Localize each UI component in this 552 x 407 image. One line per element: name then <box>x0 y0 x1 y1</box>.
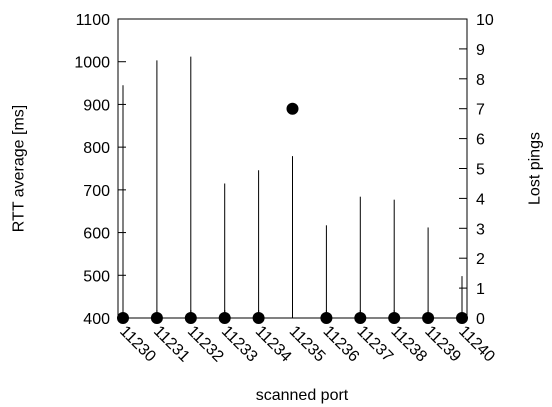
y-tick-label: 400 <box>83 311 110 328</box>
y-tick-label: 700 <box>83 183 110 200</box>
x-tick-label: 11234 <box>252 323 295 366</box>
y2-tick-label: 2 <box>476 251 485 268</box>
lost-pings-point <box>286 102 299 115</box>
y-tick-label: 800 <box>83 140 110 157</box>
y2-axis-title: Lost pings <box>527 132 544 205</box>
x-tick-label: 11232 <box>184 323 227 366</box>
impulse-series <box>122 56 463 318</box>
y-tick-label: 500 <box>83 268 110 285</box>
x-tick-label: 11235 <box>286 323 329 366</box>
y-tick-label: 1100 <box>76 12 111 29</box>
x-tick-label: 11237 <box>353 323 396 366</box>
x-tick-label: 11238 <box>387 323 430 366</box>
y-axis-title: RTT average [ms] <box>11 105 28 232</box>
x-axis-title: scanned port <box>256 387 349 404</box>
y-tick-label: 1000 <box>74 55 110 72</box>
y2-tick-label: 0 <box>476 311 485 328</box>
y2-tick-label: 1 <box>476 281 485 298</box>
x-tick-label: 11230 <box>116 323 159 366</box>
x-tick-label: 11239 <box>421 323 464 366</box>
y2-tick-label: 9 <box>476 42 485 59</box>
y-tick-label: 900 <box>83 97 110 114</box>
tick-marks <box>118 18 467 319</box>
x-tick-label: 11240 <box>455 323 498 366</box>
y2-tick-label: 10 <box>476 12 494 29</box>
y2-tick-label: 7 <box>476 102 485 119</box>
y2-tick-label: 6 <box>476 132 485 149</box>
y-tick-labels: 400 500 600 700 800 900 1000 1100 <box>74 12 110 328</box>
y2-tick-label: 8 <box>476 72 485 89</box>
y2-tick-label: 5 <box>476 162 485 179</box>
x-tick-labels: 1123011231112321123311234112351123611237… <box>116 323 498 366</box>
y-tick-label: 600 <box>83 226 110 243</box>
x-tick-label: 11231 <box>150 323 193 366</box>
x-tick-label: 11233 <box>218 323 261 366</box>
y2-tick-label: 3 <box>476 221 485 238</box>
x-tick-label: 11236 <box>320 323 363 366</box>
y2-tick-label: 4 <box>476 191 485 208</box>
y2-tick-labels: 0 1 2 3 4 5 6 7 8 9 10 <box>476 12 494 328</box>
